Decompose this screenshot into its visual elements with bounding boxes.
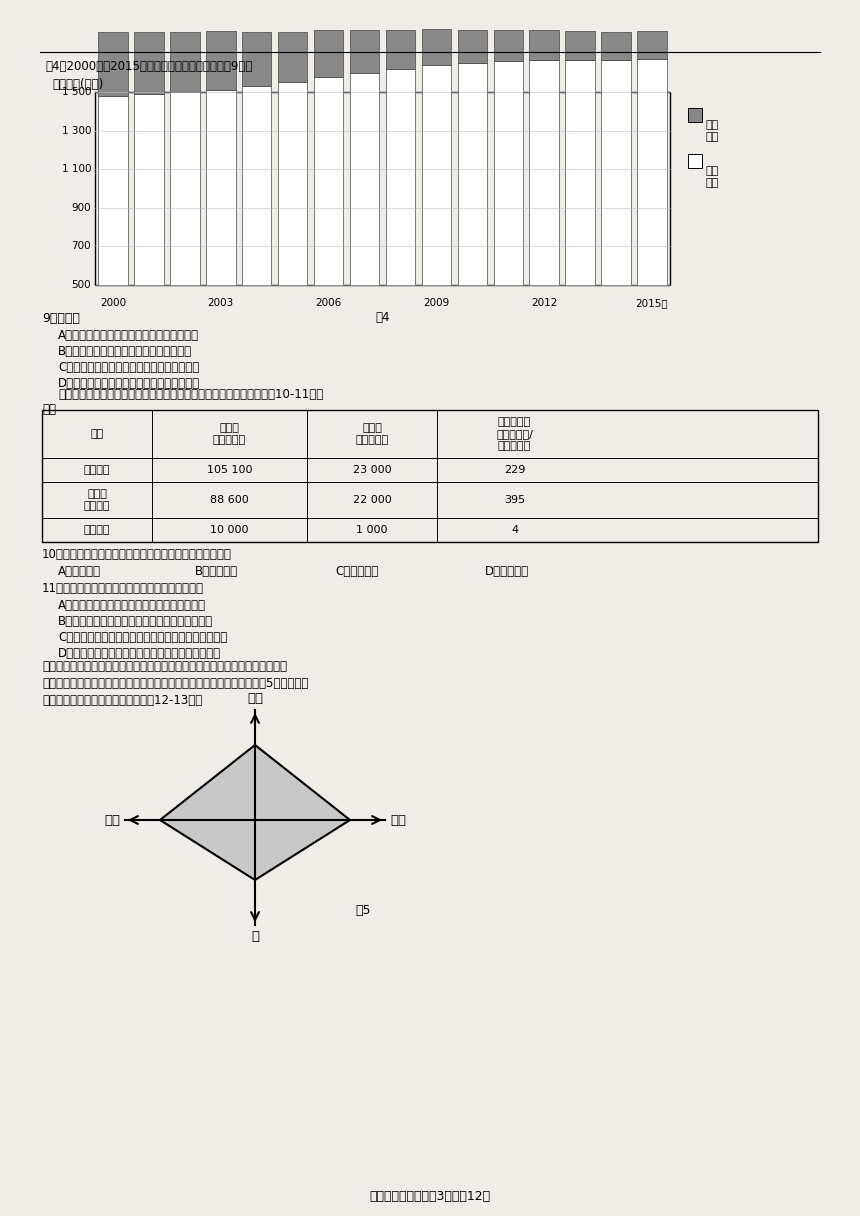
Bar	[601, 32, 631, 60]
Text: 矿产: 矿产	[104, 814, 120, 827]
Bar	[278, 83, 307, 285]
Bar	[637, 32, 666, 60]
Text: 2012: 2012	[531, 298, 557, 308]
Text: 人口数量(万人): 人口数量(万人)	[52, 78, 103, 91]
Text: 1 100: 1 100	[62, 164, 91, 174]
Text: 88 600: 88 600	[210, 495, 249, 505]
Bar	[530, 30, 559, 60]
Text: C．开放程度: C．开放程度	[335, 565, 378, 578]
Bar	[134, 94, 163, 285]
Text: 500: 500	[71, 280, 91, 289]
Bar	[530, 60, 559, 285]
Bar	[134, 32, 163, 94]
Text: A．自然资源: A．自然资源	[58, 565, 101, 578]
Bar	[350, 73, 379, 285]
Bar	[206, 32, 236, 90]
Text: 23 000: 23 000	[353, 465, 391, 475]
Bar	[421, 29, 452, 64]
Text: 东北地区: 东北地区	[83, 465, 110, 475]
Text: D．年生物量最丰富，资源环境所能承载的人口最多: D．年生物量最丰富，资源环境所能承载的人口最多	[58, 647, 221, 660]
Bar	[242, 32, 272, 86]
Bar	[601, 60, 631, 285]
Text: 交通: 交通	[390, 814, 406, 827]
Text: 青藏地区: 青藏地区	[83, 525, 110, 535]
Text: 2003: 2003	[207, 298, 234, 308]
Text: A．地处内陆，气候冷湿，资源环境承载力最小: A．地处内陆，气候冷湿，资源环境承载力最小	[58, 599, 206, 612]
Text: 4: 4	[511, 525, 518, 535]
Text: 2009: 2009	[423, 298, 450, 308]
Bar	[42, 410, 818, 542]
Text: 最大可能人
口密度（人/
平方千米）: 最大可能人 口密度（人/ 平方千米）	[496, 417, 533, 451]
Bar	[98, 32, 127, 96]
Text: C．提高地域开放程度会使人口合理容量提升: C．提高地域开放程度会使人口合理容量提升	[58, 361, 200, 375]
Bar	[637, 60, 666, 285]
Bar	[314, 30, 343, 77]
Text: B．科技水平: B．科技水平	[195, 565, 238, 578]
Text: 非农
户籍: 非农 户籍	[706, 167, 719, 188]
Bar	[458, 30, 487, 63]
Text: B．地域广大，资源丰富，最大可能人口密度最高: B．地域广大，资源丰富，最大可能人口密度最高	[58, 615, 213, 627]
Bar	[386, 30, 415, 69]
Text: D．消费水平: D．消费水平	[485, 565, 529, 578]
Text: 向为该要素数量增大方向。据此完成12-13题。: 向为该要素数量增大方向。据此完成12-13题。	[42, 694, 202, 706]
Text: 700: 700	[71, 242, 91, 252]
Text: 图4: 图4	[375, 311, 390, 323]
Text: D．第三产业比重的上升导致环境承载力下降: D．第三产业比重的上升导致环境承载力下降	[58, 377, 200, 390]
Text: 地区: 地区	[90, 429, 103, 439]
Text: 10 000: 10 000	[210, 525, 249, 535]
Text: 900: 900	[71, 203, 91, 213]
Text: 长江中
下游地区: 长江中 下游地区	[83, 489, 110, 511]
Text: 下表为我国部分地区的土地生产潜力和最大可能人口密度表。据此完成10-11题。: 下表为我国部分地区的土地生产潜力和最大可能人口密度表。据此完成10-11题。	[58, 388, 323, 401]
Text: 2006: 2006	[316, 298, 341, 308]
Text: 题。: 题。	[42, 402, 56, 416]
Text: 我国某区域拟进行重点建设开发，为实现该区域发展经济效益和生态效益的最大: 我国某区域拟进行重点建设开发，为实现该区域发展经济效益和生态效益的最大	[42, 660, 287, 672]
Bar	[170, 92, 200, 285]
Bar	[565, 32, 595, 60]
Text: C．土地潜力大，科技水平高，最大可能人口密度最高: C．土地潜力大，科技水平高，最大可能人口密度最高	[58, 631, 227, 644]
Text: 1 000: 1 000	[356, 525, 388, 535]
Text: 图4为2000年到2015年上海市人口数据，读图回答9题。: 图4为2000年到2015年上海市人口数据，读图回答9题。	[45, 60, 252, 73]
Text: 1 300: 1 300	[62, 125, 91, 136]
Text: 395: 395	[504, 495, 525, 505]
Bar	[314, 77, 343, 285]
Bar	[688, 108, 702, 122]
Bar	[242, 86, 272, 285]
Bar	[494, 30, 523, 61]
Bar	[421, 64, 452, 285]
Bar	[688, 154, 702, 168]
Bar	[350, 30, 379, 73]
Text: 农村
户籍: 农村 户籍	[706, 120, 719, 142]
Text: 承载人
口（万人）: 承载人 口（万人）	[355, 423, 389, 445]
Text: 图5: 图5	[355, 903, 371, 917]
Bar	[98, 96, 127, 285]
Text: 22 000: 22 000	[353, 495, 391, 505]
Text: 聃地: 聃地	[247, 692, 263, 705]
Bar	[206, 90, 236, 285]
Text: 11．与长江中下游地区和青藏地区相比，东北地区: 11．与长江中下游地区和青藏地区相比，东北地区	[42, 582, 204, 595]
Text: 化、最优化，对该区域影响人口容量的四种重要资源数量进行比较（如图5），箭头方: 化、最优化，对该区域影响人口容量的四种重要资源数量进行比较（如图5），箭头方	[42, 677, 309, 689]
Bar	[458, 63, 487, 285]
Bar	[565, 60, 595, 285]
Bar	[278, 32, 307, 83]
Text: A．适度引导人口迁出会使人口合理容量提升: A．适度引导人口迁出会使人口合理容量提升	[58, 330, 199, 342]
Text: 2000: 2000	[100, 298, 126, 308]
Text: 229: 229	[504, 465, 525, 475]
Polygon shape	[160, 745, 350, 880]
Text: 9．上海市: 9．上海市	[42, 313, 80, 325]
Text: 1 500: 1 500	[62, 88, 91, 97]
Bar	[170, 32, 200, 92]
Text: 高一地理（选考）第3页，全12页: 高一地理（选考）第3页，全12页	[370, 1190, 490, 1203]
Text: 105 100: 105 100	[206, 465, 252, 475]
Bar	[386, 69, 415, 285]
Bar	[494, 61, 523, 285]
Text: 年生物
量（万吨）: 年生物 量（万吨）	[213, 423, 246, 445]
Text: 10．表中信息反映了影响区域资源环境承载力的主导因素是: 10．表中信息反映了影响区域资源环境承载力的主导因素是	[42, 548, 232, 561]
Text: 2015年: 2015年	[636, 298, 668, 308]
Bar	[95, 92, 670, 285]
Text: B．提升居民消费水平会使环境承载力提升: B．提升居民消费水平会使环境承载力提升	[58, 345, 192, 358]
Text: 水: 水	[251, 930, 259, 942]
